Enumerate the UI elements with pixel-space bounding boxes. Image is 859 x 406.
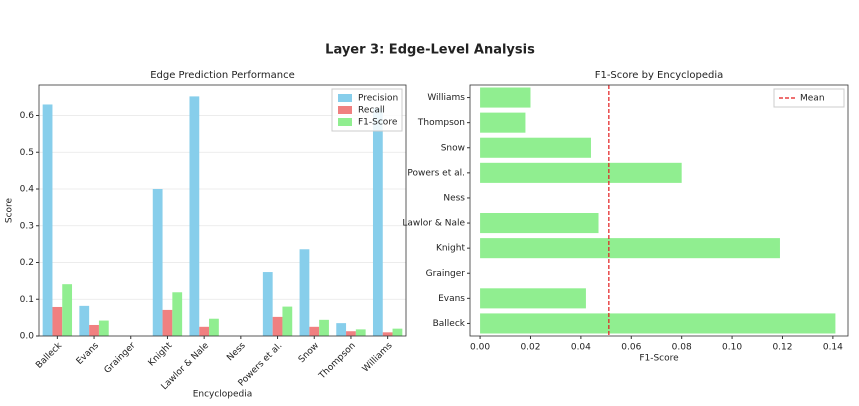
bar — [480, 137, 591, 158]
bar — [52, 306, 63, 336]
bar — [480, 238, 780, 259]
x-tick-label: Grainger — [103, 341, 138, 376]
y-tick-label: Ness — [443, 193, 465, 203]
y-tick-label: 0.1 — [20, 295, 34, 305]
bar — [199, 326, 210, 336]
legend-label: Precision — [358, 94, 398, 104]
y-tick-label: Powers et al. — [407, 168, 465, 178]
bar — [172, 292, 183, 336]
bar — [480, 162, 682, 183]
x-tick-label: 0.06 — [621, 343, 641, 353]
x-tick-label: Thompson — [317, 341, 358, 382]
y-tick-label: 0.3 — [20, 221, 34, 231]
bar — [299, 249, 310, 336]
y-tick-label: Balleck — [433, 319, 466, 329]
legend-box — [773, 88, 845, 108]
bar — [42, 104, 53, 337]
x-tick-label: 0.02 — [520, 343, 540, 353]
y-tick-label: Lawlor & Nale — [402, 219, 465, 229]
y-tick-label: 0.2 — [20, 258, 34, 268]
x-tick-label: Williams — [361, 341, 395, 375]
bar — [382, 332, 393, 336]
x-axis-label: Encyclopedia — [193, 390, 253, 400]
y-tick-label: Grainger — [426, 269, 466, 279]
bar — [189, 96, 200, 336]
bar — [336, 323, 347, 336]
bar — [480, 313, 836, 334]
y-tick-label: Knight — [436, 244, 466, 254]
legend-swatch — [338, 94, 352, 102]
y-tick-label: Williams — [427, 93, 465, 103]
x-tick-label: 0.04 — [571, 343, 591, 353]
x-tick-label: 0.12 — [772, 343, 792, 353]
legend-label: Mean — [800, 94, 825, 104]
bar — [272, 316, 283, 336]
bar — [98, 320, 109, 336]
y-tick-label: Thompson — [417, 118, 465, 128]
legend-swatch — [338, 118, 352, 126]
legend-label: F1-Score — [358, 118, 398, 128]
x-tick-label: Balleck — [34, 340, 65, 371]
y-tick-label: 0.0 — [20, 332, 35, 342]
bar — [162, 309, 173, 336]
axes-frame — [38, 84, 407, 337]
y-tick-label: 0.5 — [20, 148, 34, 158]
bar — [392, 328, 403, 336]
bar — [62, 284, 73, 336]
bar — [282, 306, 293, 336]
bar — [480, 288, 586, 309]
x-tick-label: 0.08 — [672, 343, 692, 353]
bar — [152, 189, 163, 336]
y-axis-label: Score — [5, 197, 15, 223]
legend-label: Recall — [358, 106, 385, 116]
bar — [372, 108, 383, 336]
x-tick-label: Ness — [225, 341, 248, 364]
bar — [480, 87, 531, 108]
x-axis-label: F1-Score — [639, 354, 679, 364]
legend-swatch — [338, 106, 352, 114]
x-tick-label: 0.00 — [470, 343, 490, 353]
figure-title: Layer 3: Edge-Level Analysis — [325, 43, 535, 58]
bar — [89, 324, 99, 336]
x-tick-label: Knight — [147, 340, 175, 368]
bar — [209, 318, 219, 336]
x-tick-label: 0.10 — [722, 343, 742, 353]
bar — [262, 272, 273, 336]
y-tick-label: Snow — [441, 143, 465, 153]
x-tick-label: Evans — [75, 341, 101, 367]
chart-title: F1-Score by Encyclopedia — [595, 70, 724, 81]
x-tick-label: Snow — [297, 341, 321, 365]
bar — [480, 213, 599, 234]
bar — [319, 319, 329, 336]
x-tick-label: 0.14 — [823, 343, 843, 353]
bar — [480, 112, 526, 133]
bar — [346, 331, 356, 336]
bar — [79, 305, 90, 336]
bar — [309, 326, 320, 336]
bar — [355, 329, 366, 336]
axes-frame — [469, 84, 849, 337]
chart-title: Edge Prediction Performance — [150, 70, 295, 81]
y-tick-label: Evans — [438, 294, 465, 304]
y-tick-label: 0.4 — [20, 185, 35, 195]
y-tick-label: 0.6 — [20, 111, 35, 121]
